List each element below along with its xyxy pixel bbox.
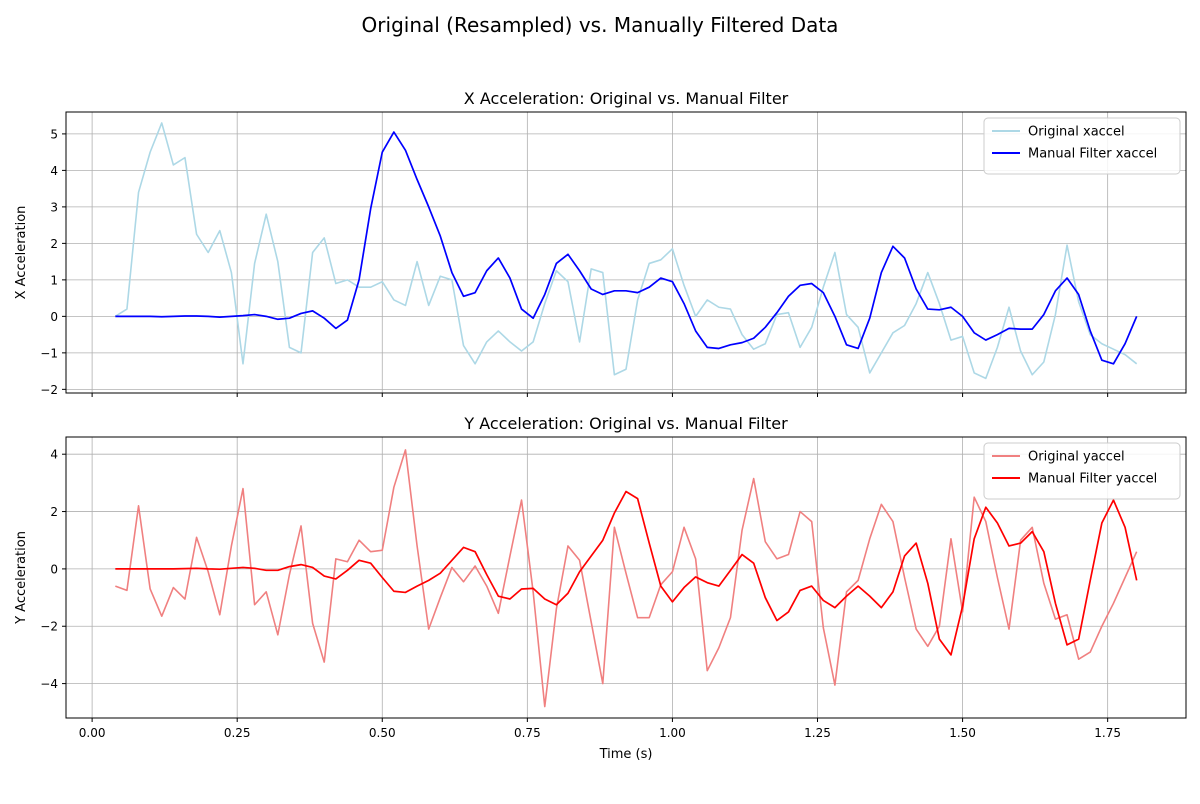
- panel-0: −2 −1 0 1 2 3 4 5 X Acceleration: Original vs. M…: [14, 89, 1187, 397]
- x-axis-label: Time (s): [599, 747, 653, 762]
- y-tick-label: −4: [40, 677, 58, 691]
- legend-box: [983, 117, 1181, 175]
- y-tick-label: −1: [40, 346, 58, 360]
- legend-label: Original yaccel: [1028, 450, 1125, 465]
- y-tick-label: −2: [40, 620, 58, 634]
- y-tick-label: −2: [40, 383, 58, 397]
- legend-label: Manual Filter yaccel: [1028, 472, 1157, 487]
- y-axis-label: X Acceleration: [14, 206, 29, 300]
- x-tick-label: 0.00: [79, 726, 106, 740]
- x-tick-label: 1.75: [1094, 726, 1121, 740]
- y-tick-label: 2: [50, 237, 58, 251]
- x-tick-label: 1.25: [804, 726, 831, 740]
- y-tick-label: 5: [50, 127, 58, 141]
- panel-1: 0.00 0.25 0.50 0.75 1.00 1.25 1.50 1.75 −4 −2 0 2 4 Y…: [14, 414, 1187, 762]
- y-tick-label: 0: [50, 310, 58, 324]
- x-tick-label: 1.50: [949, 726, 976, 740]
- legend-label: Original xaccel: [1028, 125, 1125, 140]
- x-tick-label: 0.50: [369, 726, 396, 740]
- figure-title: Original (Resampled) vs. Manually Filter…: [362, 13, 839, 37]
- series-line-manual-filter-yaccel: [115, 490, 1138, 656]
- axes-frame: [65, 111, 1187, 394]
- y-tick-label: 3: [50, 200, 58, 214]
- y-tick-label: 4: [50, 448, 58, 462]
- series-line-manual-filter-xaccel: [115, 131, 1138, 365]
- legend-label: Manual Filter xaccel: [1028, 147, 1157, 162]
- legend: Original yaccel Manual Filter yaccel: [983, 442, 1181, 500]
- x-tick-label: 0.75: [514, 726, 541, 740]
- legend: Original xaccel Manual Filter xaccel: [983, 117, 1181, 175]
- subplot-title: X Acceleration: Original vs. Manual Filt…: [464, 89, 789, 108]
- subplot-title: Y Acceleration: Original vs. Manual Filt…: [463, 414, 788, 433]
- series-line-original-yaccel: [115, 449, 1138, 708]
- axes-frame: [65, 436, 1187, 719]
- y-axis-label: Y Acceleration: [14, 531, 29, 625]
- x-tick-label: 0.25: [224, 726, 251, 740]
- y-tick-label: 1: [50, 273, 58, 287]
- y-tick-label: 2: [50, 505, 58, 519]
- x-tick-label: 1.00: [659, 726, 686, 740]
- y-tick-label: 4: [50, 164, 58, 178]
- legend-box: [983, 442, 1181, 500]
- y-tick-label: 0: [50, 562, 58, 576]
